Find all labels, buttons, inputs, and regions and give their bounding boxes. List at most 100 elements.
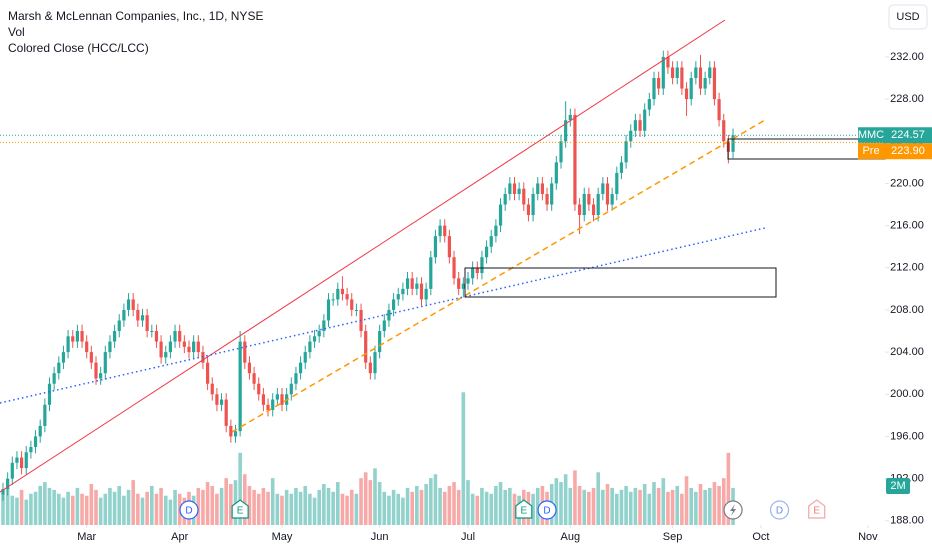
candle-body — [633, 120, 637, 131]
volume-bar — [424, 484, 428, 525]
y-tick-label: 200.00 — [890, 388, 924, 400]
volume-bar — [721, 478, 726, 525]
candle-body — [33, 436, 38, 447]
candle-body — [215, 394, 219, 405]
candle-body — [19, 457, 24, 469]
x-tick-label: Sep — [663, 531, 683, 543]
volume-bar — [387, 495, 391, 525]
volume-bar — [66, 491, 70, 525]
candle-body — [66, 336, 70, 353]
volume-bar — [382, 491, 387, 525]
candle-body — [224, 399, 228, 426]
candle-body — [638, 120, 642, 131]
volume-bar — [89, 484, 94, 525]
volume-bar — [577, 485, 582, 525]
x-tick-label: Jul — [461, 531, 475, 543]
volume-bar — [136, 493, 140, 525]
candle-body — [396, 294, 400, 300]
candle-body — [294, 373, 298, 384]
volume-bar — [661, 478, 666, 525]
y-tick-label: 196.00 — [890, 430, 924, 442]
volume-bar — [666, 491, 670, 525]
volume-bar — [559, 482, 563, 525]
price-name: MMC — [858, 129, 884, 141]
candle-body — [675, 67, 679, 79]
candle-body — [438, 225, 442, 237]
currency-button[interactable] — [888, 4, 928, 30]
candle-body — [298, 362, 303, 374]
event-marker — [769, 500, 790, 520]
volume-bar — [256, 493, 261, 525]
volume-bar — [512, 493, 517, 525]
candle-body — [71, 336, 75, 342]
volume-bar — [266, 491, 270, 525]
candle-body — [382, 320, 386, 332]
price-name-box — [858, 127, 885, 144]
candle-body — [38, 425, 42, 437]
volume-bar — [419, 489, 424, 525]
volume-bar — [415, 485, 419, 525]
candle-body — [564, 120, 568, 142]
candle-body — [415, 283, 419, 289]
candle-body — [108, 341, 112, 353]
candle-body — [419, 283, 424, 300]
volume-bar — [573, 470, 577, 525]
event-label: D — [776, 506, 783, 517]
volume-bar — [656, 487, 661, 525]
volume-bar — [466, 480, 470, 525]
candle-body — [280, 394, 284, 405]
candle-body — [368, 362, 372, 374]
volume-bar — [84, 495, 89, 525]
candle-body — [112, 331, 117, 342]
candle-body — [447, 236, 451, 258]
volume-bar — [633, 487, 638, 525]
volume-bar — [47, 487, 52, 525]
candle-body — [1, 489, 5, 495]
volume-bar — [196, 487, 201, 525]
trend-line — [0, 227, 766, 404]
volume-bar — [531, 493, 535, 525]
candle-body — [266, 404, 270, 411]
volume-bar — [535, 487, 540, 525]
candle-body — [643, 109, 647, 131]
trend-line — [231, 119, 766, 433]
volume-bar — [624, 485, 628, 525]
candle-body — [684, 88, 689, 100]
candle-body — [182, 341, 186, 347]
volume-bar — [470, 493, 475, 525]
volume-bar — [303, 485, 308, 525]
candle-body — [103, 352, 107, 374]
x-tick-label: Jun — [371, 531, 389, 543]
candle-body — [489, 236, 493, 247]
candle-body — [624, 141, 628, 163]
event-label: D — [543, 506, 550, 517]
candle-body — [210, 383, 214, 395]
candle-body — [136, 309, 140, 321]
volume-bar — [294, 487, 298, 525]
candle-body — [712, 67, 717, 100]
volume-bar — [614, 493, 619, 525]
volume-bar — [638, 489, 642, 525]
volume-bar — [619, 489, 624, 525]
volume-bar — [596, 472, 600, 525]
x-tick-label: Apr — [171, 531, 188, 543]
price-name: Pre — [862, 145, 879, 157]
volume-bar — [24, 499, 29, 525]
candle-body — [178, 331, 182, 342]
volume-bar — [335, 482, 340, 525]
candle-body — [629, 130, 633, 142]
candle-body — [312, 336, 317, 342]
candle-body — [410, 278, 414, 289]
y-tick-label: 216.00 — [890, 220, 924, 232]
candle-body — [85, 341, 89, 353]
volume-bar — [712, 482, 717, 525]
candle-body — [47, 383, 52, 405]
volume-bar — [261, 487, 266, 525]
candle-body — [722, 120, 726, 142]
volume-bar — [689, 487, 693, 525]
candle-body — [6, 478, 10, 490]
candle-body — [452, 257, 456, 279]
candle-body — [498, 204, 503, 226]
volume-bar — [131, 480, 135, 525]
candles — [1, 50, 735, 525]
